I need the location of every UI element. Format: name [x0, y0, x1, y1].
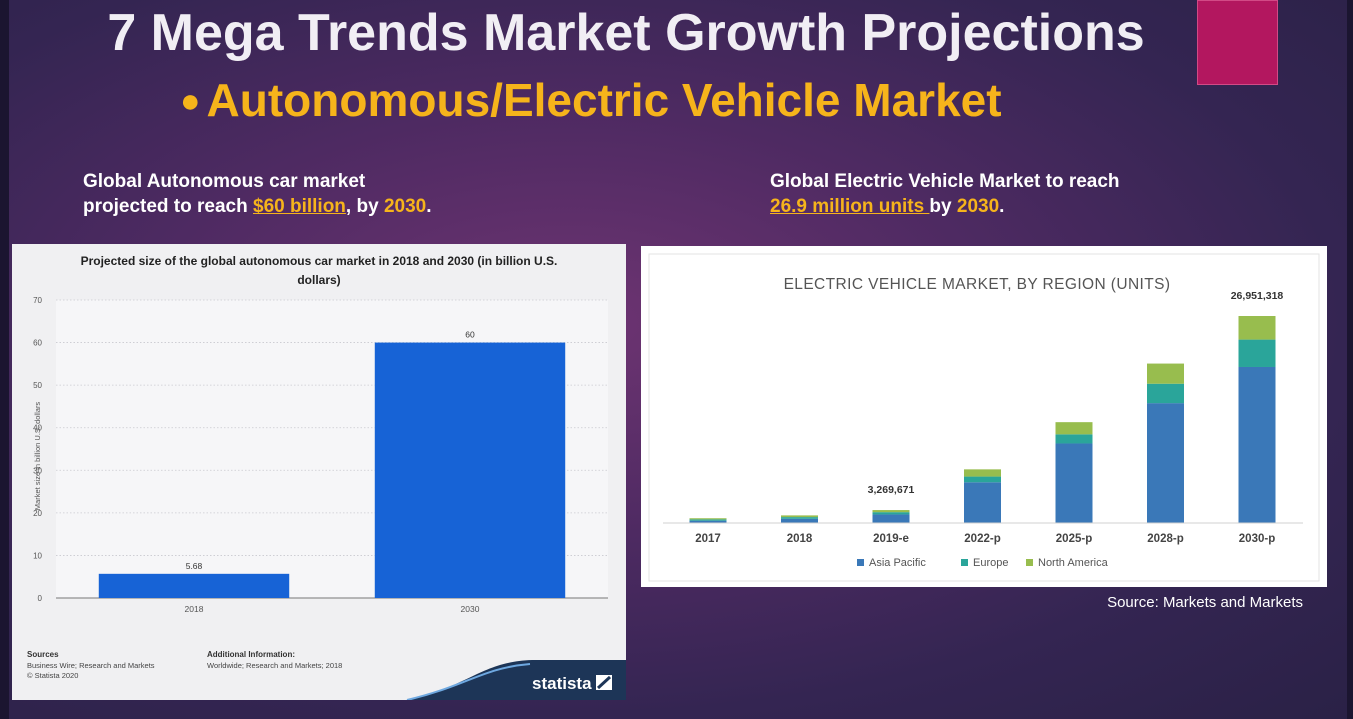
left-caption-line1: Global Autonomous car market — [83, 171, 366, 192]
ev-x-tick-label: 2028-p — [1147, 533, 1183, 545]
ev-total-label: 3,269,671 — [868, 484, 915, 496]
right-caption-year: 2030 — [956, 196, 1000, 217]
legend-swatch — [1026, 559, 1033, 566]
right-caption-highlight: 26.9 million units — [770, 196, 930, 217]
ev-bar-2017-north-america — [689, 518, 727, 520]
autonomous-market-chart-panel: Projected size of the global autonomous … — [12, 244, 626, 700]
ev-x-tick-label: 2017 — [695, 533, 721, 545]
autonomous-market-chart: Projected size of the global autonomous … — [12, 244, 626, 700]
ev-x-tick-label: 2018 — [787, 533, 813, 545]
y-tick-label: 30 — [33, 466, 42, 475]
ev-bar-2018-north-america — [781, 515, 818, 518]
statista-ribbon-accent — [406, 663, 531, 700]
right-caption-suffix: . — [999, 196, 1005, 217]
right-caption-line1: Global Electric Vehicle Market to reach — [770, 171, 1120, 192]
slide-left-border — [0, 0, 9, 719]
ev-bar-2025-p-north-america — [1055, 422, 1093, 435]
additional-info-heading: Additional Information: — [207, 650, 295, 659]
ev-bar-2028-p-asia-pacific — [1147, 403, 1184, 523]
ev-bar-2030-p-north-america — [1238, 316, 1276, 340]
right-caption-middle: by — [929, 196, 957, 217]
statista-logo-text: statista — [532, 674, 592, 693]
ev-x-tick-label: 2030-p — [1239, 533, 1275, 545]
ev-bar-2019-e-north-america — [872, 510, 910, 513]
chart-title-line1: Projected size of the global autonomous … — [81, 254, 558, 268]
ev-bar-2025-p-asia-pacific — [1055, 443, 1093, 523]
ev-x-tick-label: 2019-e — [873, 533, 909, 545]
y-axis-label: Market size in billion U.S. dollars — [33, 402, 42, 511]
legend-label: North America — [1038, 557, 1109, 569]
ev-chart-title: ELECTRIC VEHICLE MARKET, BY REGION (UNIT… — [784, 276, 1171, 293]
ev-bar-2030-p-asia-pacific — [1238, 366, 1276, 523]
ev-bar-2019-e-asia-pacific — [872, 514, 910, 523]
ev-market-chart-panel: ELECTRIC VEHICLE MARKET, BY REGION (UNIT… — [641, 246, 1327, 587]
subtitle-text: Autonomous/Electric Vehicle Market — [206, 74, 1002, 126]
bar-2030 — [374, 342, 566, 598]
ev-bar-2017-europe — [689, 519, 727, 521]
ev-x-tick-label: 2022-p — [964, 533, 1000, 545]
legend-swatch — [857, 559, 864, 566]
y-tick-label: 60 — [33, 339, 42, 348]
corner-accent-block — [1197, 0, 1278, 85]
statista-brand-ribbon — [410, 660, 626, 700]
ev-bar-2022-p-north-america — [964, 469, 1001, 477]
left-caption-highlight: $60 billion — [253, 196, 346, 217]
left-caption-prefix: projected to reach — [83, 196, 253, 217]
statista-logo-icon — [596, 675, 612, 690]
ev-bar-2025-p-europe — [1055, 434, 1093, 444]
y-tick-label: 40 — [33, 424, 42, 433]
right-caption-line2: 26.9 million units by 2030. — [770, 194, 1120, 219]
x-tick-label: 2030 — [461, 604, 480, 614]
legend-label: Asia Pacific — [869, 557, 926, 569]
legend-swatch — [961, 559, 968, 566]
ev-total-label: 26,951,318 — [1231, 290, 1284, 302]
right-caption: Global Electric Vehicle Market to reach … — [770, 169, 1120, 219]
y-tick-label: 0 — [38, 594, 43, 603]
chart-title-line2: dollars) — [297, 273, 340, 287]
sources-line2: © Statista 2020 — [27, 671, 78, 680]
left-caption: Global Autonomous car market projected t… — [83, 169, 432, 219]
bar-value-label: 60 — [465, 330, 475, 340]
ev-bar-2028-p-north-america — [1147, 363, 1184, 384]
ev-bar-2028-p-europe — [1147, 383, 1184, 404]
ev-bar-2022-p-asia-pacific — [964, 482, 1001, 523]
slide-title: 7 Mega Trends Market Growth Projections — [107, 4, 1145, 62]
ev-bar-2019-e-europe — [872, 512, 910, 515]
legend-label: Europe — [973, 557, 1008, 569]
ev-bar-2030-p-europe — [1238, 339, 1276, 367]
ev-bar-2022-p-europe — [964, 476, 1001, 483]
slide-right-border — [1347, 0, 1353, 719]
additional-info-text: Worldwide; Research and Markets; 2018 — [207, 661, 342, 670]
y-tick-label: 50 — [33, 381, 42, 390]
bar-value-label: 5.68 — [186, 561, 203, 571]
ev-bar-2018-europe — [781, 517, 818, 519]
bar-2018 — [98, 573, 290, 598]
ev-market-chart: ELECTRIC VEHICLE MARKET, BY REGION (UNIT… — [641, 246, 1327, 587]
x-tick-label: 2018 — [185, 604, 204, 614]
sources-heading: Sources — [27, 650, 59, 659]
sources-line1: Business Wire; Research and Markets — [27, 661, 155, 670]
slide-subtitle: ● Autonomous/Electric Vehicle Market — [180, 72, 1002, 129]
left-caption-middle: , by — [345, 196, 384, 217]
left-caption-year: 2030 — [383, 196, 427, 217]
ev-bar-2017-asia-pacific — [689, 520, 727, 523]
left-caption-line2: projected to reach $60 billion, by 2030. — [83, 194, 432, 219]
ev-bar-2018-asia-pacific — [781, 518, 818, 523]
ev-x-tick-label: 2025-p — [1056, 533, 1092, 545]
left-caption-suffix: . — [426, 196, 432, 217]
y-tick-label: 20 — [33, 509, 42, 518]
source-note: Source: Markets and Markets — [1107, 594, 1303, 611]
bullet-icon: ● — [180, 82, 201, 120]
y-tick-label: 70 — [33, 296, 42, 305]
y-tick-label: 10 — [33, 551, 42, 560]
